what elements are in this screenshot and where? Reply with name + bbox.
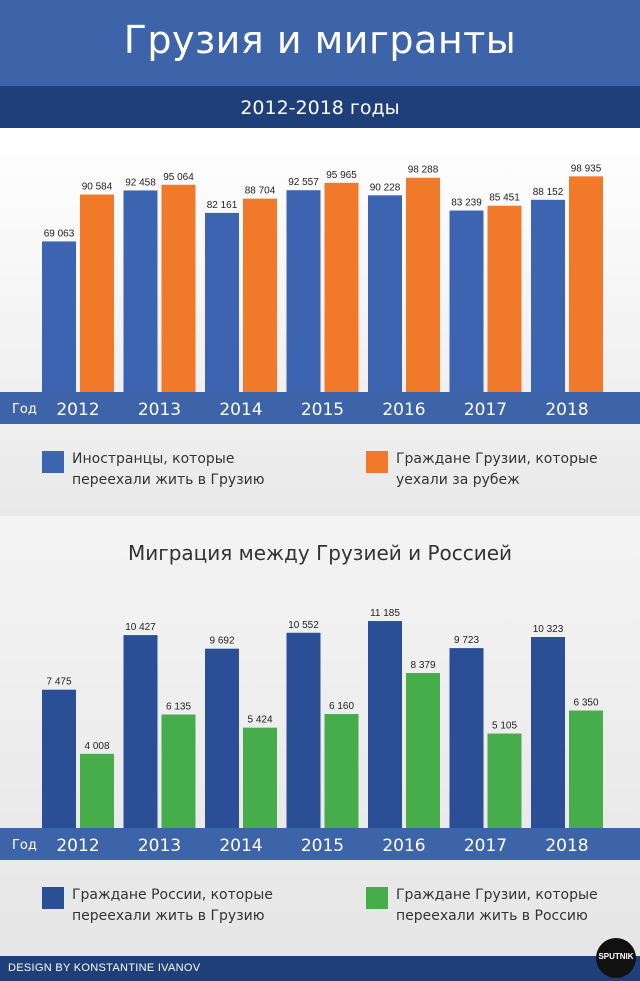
data-label: 85 451	[489, 193, 520, 204]
bar-series1	[42, 689, 76, 828]
data-label: 90 584	[82, 182, 113, 193]
sputnik-logo: SPUTNIK	[596, 938, 636, 978]
page-title: Грузия и мигранты	[123, 18, 517, 62]
bar-series2	[406, 177, 440, 392]
tick-label-year: 2014	[219, 400, 262, 420]
chart-migrants-georgia: Год 69 063 90 584 2012 92 458 95 064 2013 82 16…	[0, 163, 640, 424]
data-label: 7 475	[46, 677, 71, 688]
tick-label-year: 2018	[545, 400, 588, 420]
data-label: 5 424	[247, 715, 272, 726]
tick-label-year: 2014	[219, 836, 262, 856]
page-subtitle: 2012-2018 годы	[240, 97, 400, 119]
data-label: 5 105	[492, 721, 517, 732]
legend-label: Иностранцы, которые переехали жить в Гру…	[72, 451, 265, 488]
tick-label-year: 2015	[301, 836, 344, 856]
year-axis-band	[0, 828, 640, 860]
legend-swatch-darkblue	[42, 887, 64, 909]
bar-series1	[123, 635, 158, 828]
bar-series2	[243, 727, 277, 828]
subheader-band	[0, 86, 640, 128]
bar-series1	[368, 621, 402, 828]
tick-label-year: 2012	[56, 836, 99, 856]
bar-series2	[569, 710, 603, 828]
bar-series2	[324, 714, 359, 828]
bar-series2	[487, 205, 522, 392]
legend-label: Граждане Грузии, которые уехали за рубеж	[396, 451, 598, 488]
data-label: 10 552	[288, 620, 319, 631]
tick-label-year: 2017	[464, 400, 507, 420]
design-credit: DESIGN BY KONSTANTINE IVANOV	[8, 962, 201, 974]
bar-series2	[161, 184, 196, 392]
data-label: 11 185	[370, 608, 400, 619]
bar-series2	[487, 733, 522, 828]
legend-swatch-green	[366, 887, 388, 909]
data-label: 9 723	[454, 635, 479, 646]
tick-label-year: 2016	[382, 400, 425, 420]
legend2-left: Граждане России, которые переехали жить …	[42, 885, 300, 927]
data-label: 92 458	[125, 177, 156, 188]
data-label: 69 063	[44, 228, 75, 239]
bar-series1	[531, 637, 565, 828]
tick-label-year: 2016	[382, 836, 425, 856]
bar-series2	[161, 714, 196, 828]
legend-label: Граждане Грузии, которые переехали жить …	[396, 887, 598, 924]
bar-series2	[243, 198, 277, 392]
legend2-right: Граждане Грузии, которые переехали жить …	[366, 885, 624, 927]
bar-series1	[531, 199, 565, 392]
legend-swatch-blue	[42, 451, 64, 473]
bar-series1	[449, 648, 484, 828]
data-label: 6 350	[573, 698, 598, 709]
data-label: 83 239	[451, 198, 482, 209]
data-label: 95 064	[163, 172, 194, 183]
axis-label-year: Год	[12, 838, 37, 853]
bar-series1	[205, 648, 239, 828]
footer-band	[0, 956, 640, 981]
bar-series1	[123, 190, 158, 392]
bar-series1	[368, 195, 402, 392]
bar-series2	[80, 194, 114, 392]
data-label: 92 557	[288, 177, 319, 188]
data-label: 98 935	[571, 163, 602, 174]
logo-text: SPUTNIK	[598, 952, 634, 961]
bar-series2	[80, 753, 114, 828]
data-label: 4 008	[84, 741, 109, 752]
data-label: 95 965	[326, 170, 357, 181]
tick-label-year: 2015	[301, 400, 344, 420]
year-axis-band	[0, 392, 640, 424]
legend1-right: Граждане Грузии, которые уехали за рубеж	[366, 449, 624, 491]
bar-series2	[569, 176, 603, 392]
data-label: 6 135	[166, 702, 191, 713]
data-label: 8 379	[410, 660, 435, 671]
legend-label: Граждане России, которые переехали жить …	[72, 887, 273, 924]
data-label: 6 160	[329, 701, 354, 712]
legend1-left: Иностранцы, которые переехали жить в Гру…	[42, 449, 300, 491]
data-label: 90 228	[370, 182, 401, 193]
bar-series1	[42, 241, 76, 392]
tick-label-year: 2012	[56, 400, 99, 420]
data-label: 10 323	[533, 624, 564, 635]
legend-swatch-orange	[366, 451, 388, 473]
bar-series1	[205, 212, 239, 392]
bar-series1	[286, 632, 321, 828]
axis-label-year: Год	[12, 402, 37, 417]
chart-migration-georgia-russia: Год 7 475 4 008 2012 10 427 6 135 2013 9 692 5 4…	[0, 608, 640, 860]
data-label: 82 161	[207, 200, 238, 211]
data-label: 88 152	[533, 187, 564, 198]
bar-series2	[324, 182, 359, 392]
data-label: 9 692	[209, 636, 234, 647]
tick-label-year: 2013	[138, 400, 181, 420]
chart2-title: Миграция между Грузией и Россией	[127, 541, 513, 565]
tick-label-year: 2018	[545, 836, 588, 856]
tick-label-year: 2017	[464, 836, 507, 856]
data-label: 10 427	[125, 622, 156, 633]
bar-series2	[406, 672, 440, 828]
header-band	[0, 0, 640, 86]
tick-label-year: 2013	[138, 836, 181, 856]
data-label: 88 704	[245, 186, 276, 197]
bar-series1	[286, 190, 321, 392]
bar-series1	[449, 210, 484, 392]
data-label: 98 288	[408, 165, 439, 176]
